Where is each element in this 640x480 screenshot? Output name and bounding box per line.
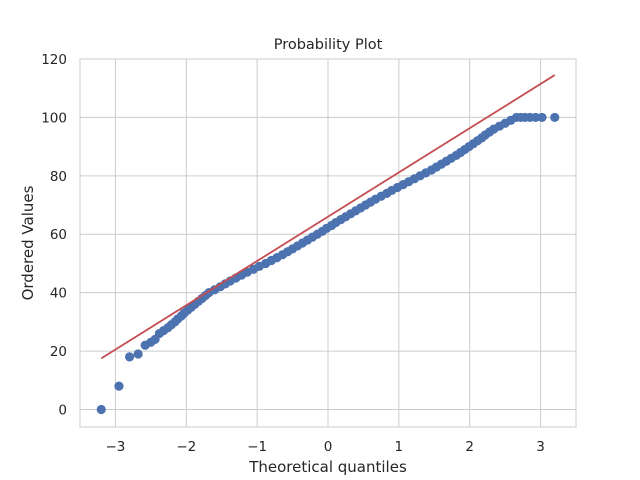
x-tick-label: −1 (247, 439, 267, 455)
grid-lines (80, 58, 576, 427)
plot-area (79, 58, 577, 428)
x-axis-label: Theoretical quantiles (248, 458, 407, 476)
x-tick-label: −2 (176, 439, 196, 455)
x-tick-label: 2 (465, 439, 474, 455)
y-tick-label: 100 (41, 110, 67, 126)
axes-frame (79, 58, 577, 428)
data-marks (96, 74, 560, 415)
y-tick-label: 60 (50, 227, 67, 243)
data-point (96, 404, 106, 415)
data-point (133, 349, 143, 359)
data-point (125, 352, 135, 362)
x-tick-label: −3 (105, 439, 125, 455)
x-tick-labels: −3 −2 −1 0 1 2 3 (105, 439, 544, 455)
chart-title: Probability Plot (274, 37, 383, 53)
y-tick-label: 40 (50, 286, 67, 302)
x-tick-label: 1 (395, 439, 404, 455)
data-point (531, 112, 541, 123)
y-tick-labels: 0 20 40 60 80 100 120 (41, 52, 67, 418)
y-tick-label: 80 (50, 169, 67, 185)
y-tick-label: 20 (50, 344, 67, 360)
data-point (114, 381, 124, 391)
y-tick-label: 0 (58, 402, 67, 418)
data-point (537, 112, 547, 123)
x-tick-label: 0 (324, 439, 333, 455)
x-tick-label: 3 (536, 439, 545, 455)
fit-line (100, 74, 556, 360)
y-tick-label: 120 (41, 52, 67, 68)
y-axis-label: Ordered Values (19, 185, 37, 300)
data-point (550, 112, 560, 123)
